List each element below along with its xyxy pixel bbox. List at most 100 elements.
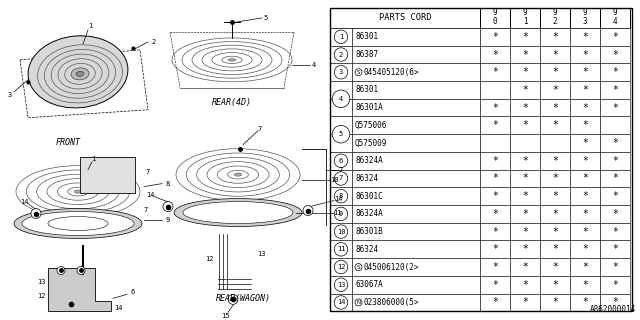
Bar bbox=[480, 294, 510, 311]
Bar bbox=[330, 152, 352, 170]
Text: *: * bbox=[522, 227, 528, 236]
Text: 1: 1 bbox=[339, 34, 343, 40]
Text: *: * bbox=[612, 262, 618, 272]
Bar bbox=[480, 241, 510, 258]
Text: 12: 12 bbox=[205, 256, 213, 262]
Text: *: * bbox=[582, 244, 588, 254]
Bar bbox=[540, 63, 570, 81]
Bar bbox=[480, 116, 510, 134]
Bar bbox=[540, 205, 570, 223]
Text: 13: 13 bbox=[257, 252, 265, 258]
Ellipse shape bbox=[183, 202, 293, 223]
Text: 9
2: 9 2 bbox=[553, 8, 557, 26]
Text: *: * bbox=[612, 156, 618, 166]
Circle shape bbox=[334, 225, 348, 238]
Ellipse shape bbox=[228, 59, 236, 61]
Text: 86324A: 86324A bbox=[355, 156, 383, 165]
Text: *: * bbox=[552, 85, 558, 95]
Bar bbox=[510, 187, 540, 205]
Text: 86324: 86324 bbox=[355, 174, 378, 183]
Circle shape bbox=[31, 209, 41, 219]
Bar bbox=[352, 294, 480, 311]
Circle shape bbox=[355, 69, 362, 76]
Bar bbox=[540, 223, 570, 241]
Circle shape bbox=[334, 172, 348, 185]
Bar bbox=[570, 241, 600, 258]
Text: *: * bbox=[612, 298, 618, 308]
Text: 5: 5 bbox=[264, 15, 268, 21]
Text: 13: 13 bbox=[36, 279, 45, 285]
Bar bbox=[352, 99, 480, 116]
Bar bbox=[510, 81, 540, 99]
Bar bbox=[600, 170, 630, 187]
Text: *: * bbox=[522, 67, 528, 77]
Bar bbox=[330, 46, 352, 63]
Text: *: * bbox=[522, 120, 528, 130]
Text: 1: 1 bbox=[88, 23, 92, 29]
Text: *: * bbox=[492, 156, 498, 166]
Text: *: * bbox=[612, 191, 618, 201]
Bar bbox=[540, 46, 570, 63]
Text: 9: 9 bbox=[166, 217, 170, 222]
Bar bbox=[540, 276, 570, 294]
Bar bbox=[540, 187, 570, 205]
Text: 86387: 86387 bbox=[355, 50, 378, 59]
Bar bbox=[600, 294, 630, 311]
Text: 14: 14 bbox=[333, 196, 342, 202]
Text: 86301B: 86301B bbox=[355, 227, 383, 236]
Bar bbox=[600, 276, 630, 294]
Text: *: * bbox=[552, 156, 558, 166]
Text: REAR(WAGON): REAR(WAGON) bbox=[216, 294, 271, 303]
Text: *: * bbox=[612, 138, 618, 148]
Bar bbox=[330, 241, 352, 258]
Ellipse shape bbox=[234, 173, 242, 176]
Bar bbox=[600, 187, 630, 205]
Text: *: * bbox=[492, 244, 498, 254]
Bar bbox=[600, 258, 630, 276]
Circle shape bbox=[77, 267, 85, 275]
Text: *: * bbox=[552, 298, 558, 308]
Text: Q575009: Q575009 bbox=[355, 139, 387, 148]
Bar bbox=[540, 170, 570, 187]
Bar bbox=[352, 258, 480, 276]
Text: 14: 14 bbox=[146, 192, 154, 197]
Text: Q575006: Q575006 bbox=[355, 121, 387, 130]
Text: *: * bbox=[612, 173, 618, 183]
Text: 6: 6 bbox=[131, 289, 135, 295]
Text: N: N bbox=[356, 300, 360, 305]
Text: 86301: 86301 bbox=[355, 85, 378, 94]
Bar bbox=[600, 241, 630, 258]
Text: *: * bbox=[522, 209, 528, 219]
Text: 4: 4 bbox=[339, 96, 343, 102]
Text: 11: 11 bbox=[333, 210, 341, 216]
Text: 14: 14 bbox=[114, 305, 122, 311]
Bar bbox=[480, 152, 510, 170]
Bar bbox=[540, 258, 570, 276]
Ellipse shape bbox=[71, 68, 89, 80]
Text: *: * bbox=[522, 173, 528, 183]
Circle shape bbox=[334, 66, 348, 79]
Circle shape bbox=[163, 202, 173, 212]
Bar bbox=[540, 241, 570, 258]
Text: 86301: 86301 bbox=[355, 32, 378, 41]
Text: *: * bbox=[612, 85, 618, 95]
Bar bbox=[600, 134, 630, 152]
Bar bbox=[480, 223, 510, 241]
Bar bbox=[330, 170, 352, 187]
Text: FRONT: FRONT bbox=[56, 138, 81, 147]
Circle shape bbox=[332, 125, 350, 143]
Bar bbox=[352, 28, 480, 46]
Text: *: * bbox=[552, 244, 558, 254]
Circle shape bbox=[334, 154, 348, 167]
Text: REAR(4D): REAR(4D) bbox=[212, 98, 252, 107]
Bar bbox=[352, 187, 480, 205]
Bar bbox=[352, 223, 480, 241]
Bar bbox=[570, 99, 600, 116]
Bar bbox=[570, 28, 600, 46]
Text: S: S bbox=[356, 70, 360, 75]
Text: *: * bbox=[582, 191, 588, 201]
Text: *: * bbox=[582, 103, 588, 113]
Text: *: * bbox=[612, 67, 618, 77]
Ellipse shape bbox=[74, 190, 82, 193]
Text: *: * bbox=[552, 67, 558, 77]
